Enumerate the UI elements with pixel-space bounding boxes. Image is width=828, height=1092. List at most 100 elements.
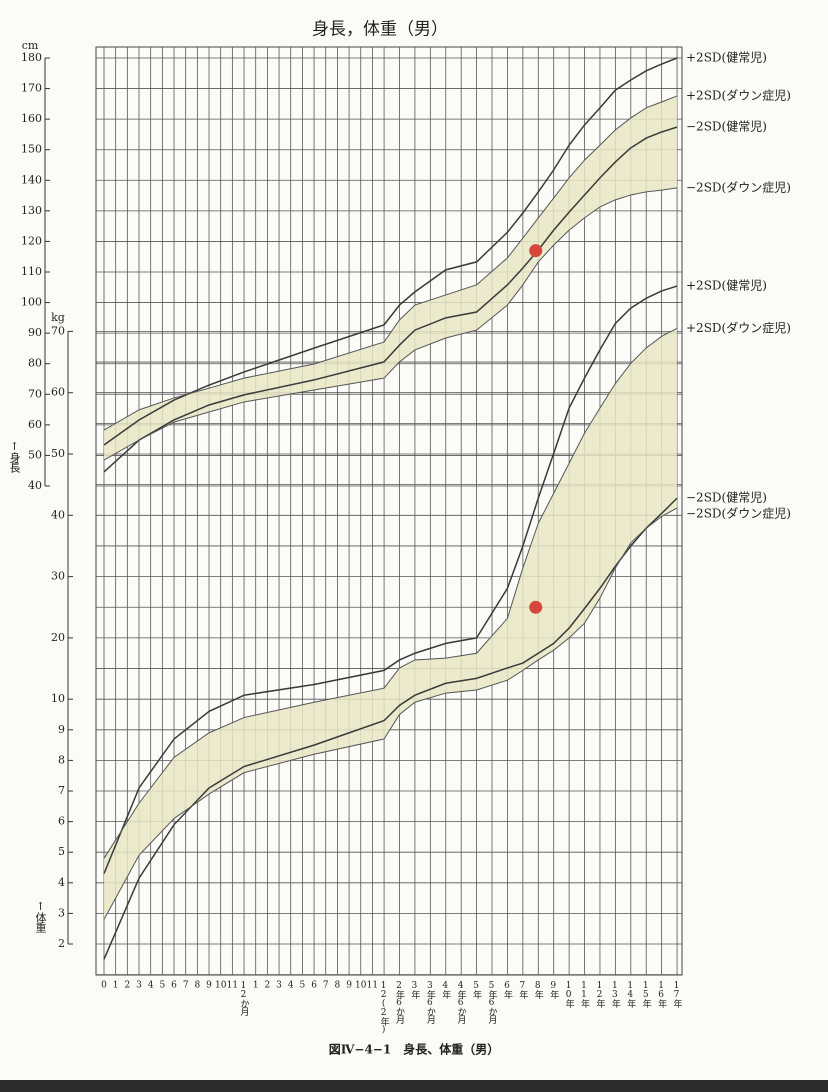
x-tick-label: 7 [183,981,189,991]
chart-title: 身長，体重（男） [312,20,448,40]
series-label: +2SD(ダウン症児) [686,320,791,335]
y-tick-label: 70 [28,387,42,400]
y-tick-label: 90 [28,326,42,339]
grid [95,46,683,976]
x-tick-label: 16年 [656,981,667,1009]
y-tick-label: 130 [21,204,42,217]
x-tick-label: 12か月 [239,981,250,1017]
x-tick-label: 2 [265,981,271,991]
x-tick-label: 8 [194,981,200,991]
x-tick-label: 4年6か月 [456,981,467,1025]
y-tick-label: 100 [21,296,42,309]
x-tick-label: 3 [136,981,142,991]
x-tick-label: 9 [206,981,212,991]
series-label: −2SD(ダウン症児) [686,179,791,194]
y2-tick-label: 3 [58,906,65,919]
x-tick-label: 8年 [533,981,544,1000]
y-tick-label: 120 [21,234,42,247]
x-tick-label: 12(2年) [379,981,390,1034]
y2-tick-label: 40 [51,508,65,521]
x-tick-label: 6 [311,981,317,991]
y2-tick-label: 8 [58,753,65,766]
x-tick-label: 4年 [440,981,451,1000]
y2-tick-label: 50 [51,447,65,460]
y-tick-label: 150 [21,143,42,156]
x-tick-label: 10 [215,981,227,991]
x-tick-label: 10年 [564,981,575,1009]
y-tick-label: 170 [21,82,42,95]
curve [103,95,678,431]
y2-tick-label: 20 [51,631,65,644]
x-tick-label: 5年 [471,981,482,1000]
x-tick-label: 14年 [625,981,636,1009]
x-tick-label: 7年 [517,981,528,1000]
y-tick-label: 40 [28,479,42,492]
x-tick-label: 11年 [579,981,590,1009]
y2-tick-label: 60 [51,386,65,399]
x-tick-label: 8 [335,981,341,991]
x-tick-label: 1 [113,981,119,991]
x-tick-label: 11 [367,981,378,991]
x-tick-label: 3年6か月 [425,981,436,1025]
y-tick-label: 50 [28,448,42,461]
x-tick-label: 15年 [641,981,652,1009]
y2-unit: kg [51,311,65,324]
x-tick-label: 6 [171,981,177,991]
curve [103,327,678,859]
series-label: −2SD(ダウン症児) [686,506,791,521]
x-tick-label: 17年 [672,981,683,1009]
y-tick-label: 140 [21,173,42,186]
x-tick-label: 3 [276,981,282,991]
series-label: +2SD(健常児) [686,279,767,293]
y-unit: cm [22,39,39,52]
x-tick-label: 1 [253,981,259,991]
y-tick-label: 160 [21,112,42,125]
curve [103,126,678,473]
y2-tick-label: 4 [58,876,65,889]
y-axis-title: ↑身長 [8,440,21,474]
curve [103,57,678,446]
y2-tick-label: 7 [58,784,65,797]
patient-point [529,600,543,614]
sd-band [104,95,678,461]
x-tick-label: 0 [101,981,107,991]
x-tick-label: 4 [148,981,154,991]
y2-tick-label: 9 [58,723,65,736]
x-tick-label: 11 [227,981,238,991]
x-tick-label: 4 [288,981,294,991]
x-tick-label: 3年 [409,981,420,1000]
y-tick-label: 80 [28,357,42,370]
series-label: +2SD(ダウン症児) [686,87,791,102]
curve [103,507,678,920]
x-tick-label: 2年6か月 [394,981,405,1025]
y-tick-label: 60 [28,418,42,431]
x-tick-label: 13年 [610,981,621,1009]
plot-frame [95,46,683,976]
x-tick-label: 7 [323,981,329,991]
y-tick-label: 110 [21,265,42,278]
bottom-bar [0,1080,828,1092]
x-tick-label: 9年 [548,981,559,1000]
x-tick-label: 12年 [594,981,605,1009]
caption: 図Ⅳ−4−1 身長、体重（男） [329,1042,499,1057]
y2-tick-label: 5 [58,845,65,858]
y2-tick-label: 10 [51,692,65,705]
x-tick-label: 6年 [502,981,513,1000]
y2-axis-title: ↑体重 [34,900,47,933]
x-tick-label: 5 [159,981,165,991]
y2-tick-label: 30 [51,570,65,583]
series-label: +2SD(健常児) [686,51,767,65]
series-label: −2SD(健常児) [686,120,767,134]
x-tick-label: 5年6か月 [487,981,498,1025]
y2-tick-label: 2 [58,937,65,950]
curve [103,187,678,461]
x-tick-label: 5 [300,981,306,991]
y-tick-label: 180 [21,51,42,64]
series-label: −2SD(健常児) [686,491,767,505]
x-tick-label: 10 [355,981,367,991]
patient-point [529,244,543,258]
y2-tick-label: 6 [58,815,65,828]
x-tick-label: 9 [346,981,352,991]
